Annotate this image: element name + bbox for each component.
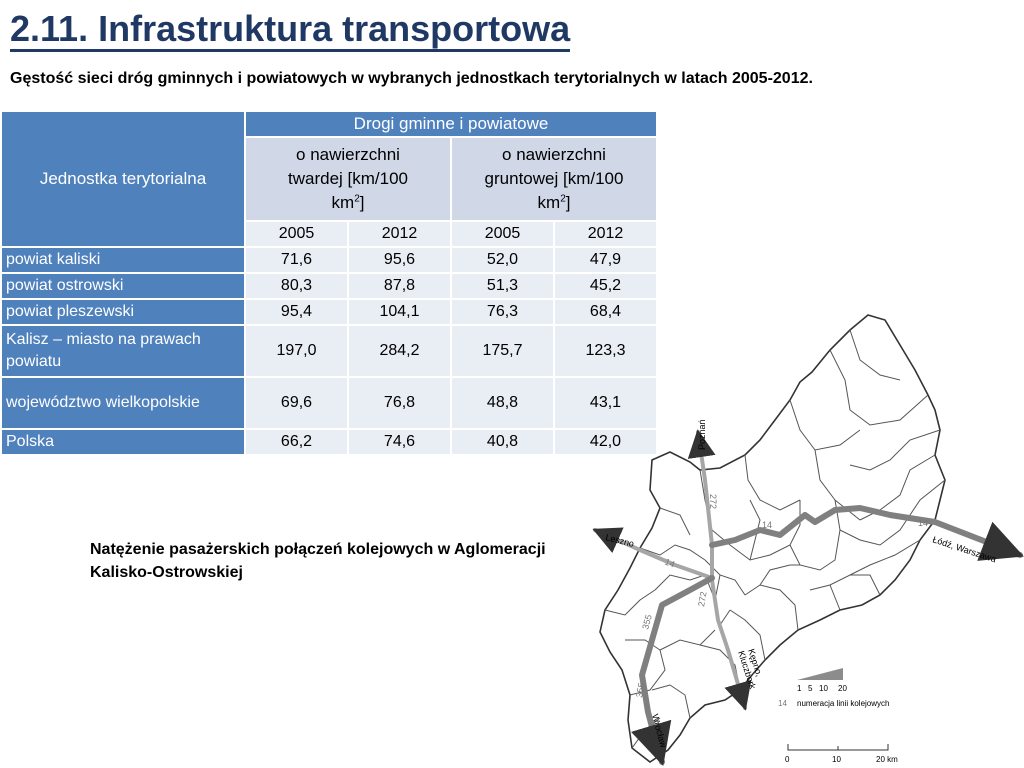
table-cell: 76,3 — [450, 298, 555, 326]
line-272-label: 272 — [696, 591, 708, 608]
table-cell: 47,9 — [553, 246, 658, 274]
map-caption: Natężenie pasażerskich połączeń kolejowy… — [90, 541, 546, 582]
slide-title: 2.11. Infrastruktura transportowa — [10, 8, 571, 53]
table-row: powiat ostrowski 80,3 87,8 51,3 45,2 — [0, 272, 658, 300]
map-legend: 1 5 10 20 14 numeracja linii kolejowych … — [778, 668, 898, 764]
table-cell: 42,0 — [553, 428, 658, 456]
table-row: powiat pleszewski 95,4 104,1 76,3 68,4 — [0, 298, 658, 326]
year-header: 2005 — [450, 219, 555, 249]
line-355-label: 355 — [634, 682, 646, 699]
line-272-label: 272 — [708, 494, 718, 509]
dest-lodz-label: Łódź, Warszawa — [931, 534, 997, 564]
row-label: Kalisz – miasto na prawach powiatu — [0, 324, 246, 378]
table-cell: 175,7 — [450, 324, 555, 378]
table-cell: 48,8 — [450, 376, 555, 430]
table-cell: 40,8 — [450, 428, 555, 456]
dest-leszno-label: Leszno — [605, 532, 636, 549]
scale-bar — [787, 744, 889, 751]
table-cell: 74,6 — [347, 428, 452, 456]
scale-bar-label: 0 — [785, 755, 790, 764]
line-355-label: 355 — [640, 613, 654, 630]
legend-line-number: 14 — [778, 699, 787, 708]
table-cell: 45,2 — [553, 272, 658, 300]
scale-bar-label: 20 km — [876, 755, 898, 764]
legend-scale-label: 5 — [808, 684, 813, 693]
year-header: 2012 — [553, 219, 658, 249]
table-cell: 87,8 — [347, 272, 452, 300]
row-label: Polska — [0, 428, 246, 456]
rail-line-14-east — [709, 505, 1024, 561]
table-cell: 43,1 — [553, 376, 658, 430]
rail-lines — [592, 429, 1024, 767]
year-header: 2012 — [347, 219, 452, 249]
table-cell: 51,3 — [450, 272, 555, 300]
rail-map: Poznań Leszno Łódź, Warszawa Kępno, Kluc… — [592, 314, 1024, 767]
gmina-boundaries — [604, 329, 946, 749]
table-cell: 66,2 — [244, 428, 349, 456]
table-cell: 95,4 — [244, 298, 349, 326]
table-cell: 69,6 — [244, 376, 349, 430]
region-outline — [599, 314, 946, 763]
row-label: województwo wielkopolskie — [0, 376, 246, 430]
unit-column-header: Jednostka terytorialna — [0, 110, 246, 248]
table-row: powiat kaliski 71,6 95,6 52,0 47,9 — [0, 246, 658, 274]
rail-line-355 — [631, 575, 715, 767]
table-cell: 52,0 — [450, 246, 555, 274]
table-cell: 76,8 — [347, 376, 452, 430]
legend-scale-label: 10 — [819, 684, 828, 693]
row-label: powiat pleszewski — [0, 298, 246, 326]
table-cell: 95,6 — [347, 246, 452, 274]
table-cell: 284,2 — [347, 324, 452, 378]
rail-line-272 — [687, 429, 752, 711]
road-density-table: Jednostka terytorialna Drogi gminne i po… — [0, 109, 658, 456]
legend-line-text: numeracja linii kolejowych — [797, 699, 889, 708]
dirt-surface-header: o nawierzchni gruntowej [km/100 km2] — [450, 136, 658, 222]
row-label: powiat kaliski — [0, 246, 246, 274]
year-header: 2005 — [244, 219, 349, 249]
table-cell: 80,3 — [244, 272, 349, 300]
roads-group-header: Drogi gminne i powiatowe — [244, 109, 658, 139]
table-cell: 197,0 — [244, 324, 349, 378]
table-row: województwo wielkopolskie 69,6 76,8 48,8… — [0, 376, 658, 430]
table-row: Kalisz – miasto na prawach powiatu 197,0… — [0, 324, 658, 378]
legend-scale-label: 20 — [838, 684, 847, 693]
table-cell: 71,6 — [244, 246, 349, 274]
hard-surface-header: o nawierzchni twardej [km/100 km2] — [244, 136, 452, 222]
table-cell: 104,1 — [347, 298, 452, 326]
legend-scale-label: 1 — [797, 684, 802, 693]
table-cell: 68,4 — [553, 298, 658, 326]
rail-line-14-west — [592, 527, 714, 580]
table-cell: 123,3 — [553, 324, 658, 378]
line-14-label: 14 — [663, 557, 676, 570]
dest-poznan-label: Poznań — [697, 419, 707, 450]
scale-bar-label: 10 — [832, 755, 841, 764]
legend-intensity-wedge — [797, 668, 843, 680]
slide-subtitle: Gęstość sieci dróg gminnych i powiatowyc… — [10, 70, 813, 87]
line-14-label: 14 — [918, 518, 928, 528]
line-14-label: 14 — [762, 520, 772, 530]
row-label: powiat ostrowski — [0, 272, 246, 300]
table-row: Polska 66,2 74,6 40,8 42,0 — [0, 428, 658, 456]
